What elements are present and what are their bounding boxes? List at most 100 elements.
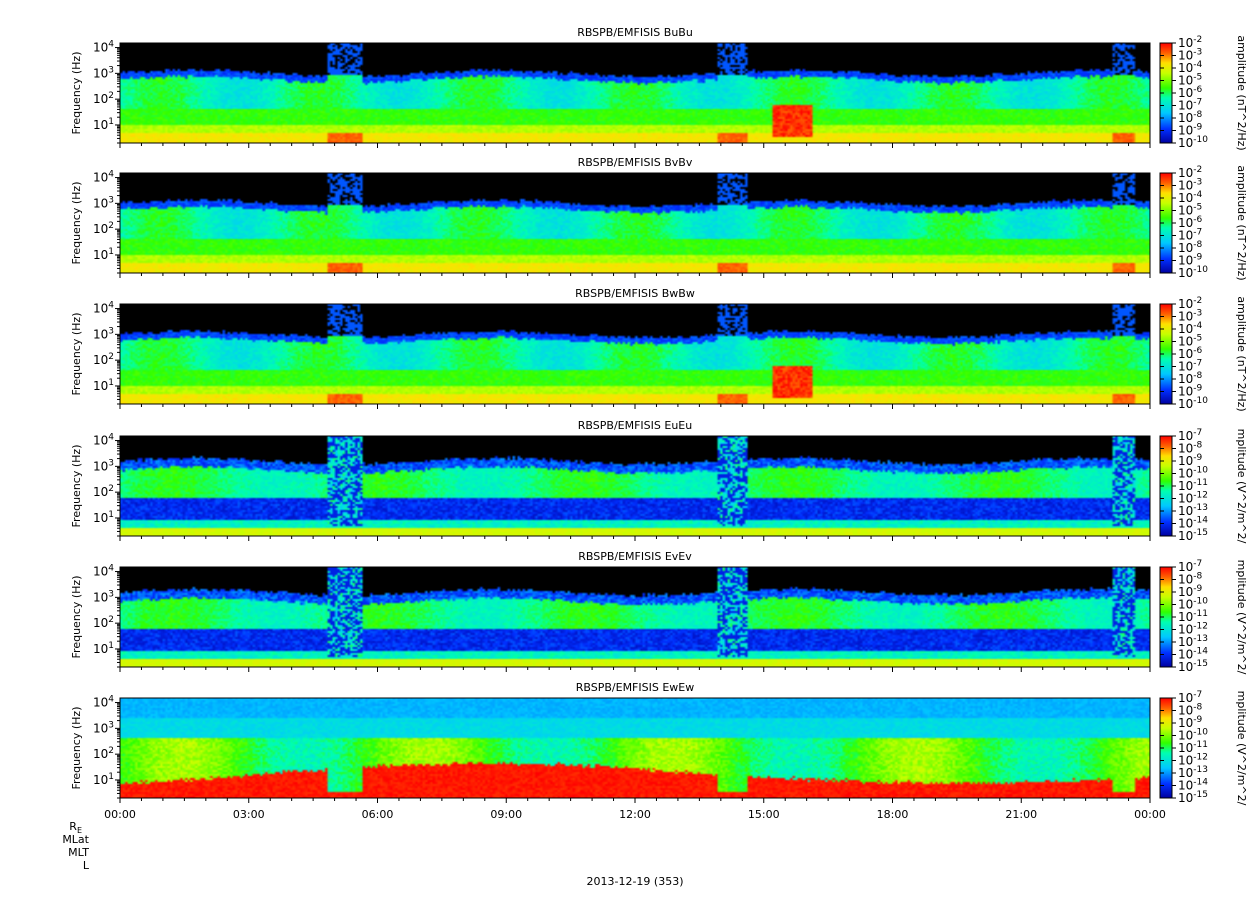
y-tick-label: 103 <box>93 65 114 80</box>
colorbar-tick-label: 10-10 <box>1178 265 1208 280</box>
colorbar-tick-label: 10-12 <box>1178 491 1208 506</box>
panel-title: RBSPB/EMFISIS EvEv <box>578 550 692 563</box>
colorbar-tick-label: 10-4 <box>1178 321 1203 336</box>
spectrogram-panel-1: RBSPB/EMFISIS BuBu 101 102 103 104 Frequency … <box>70 26 1248 151</box>
x-tick-label: 06:00 <box>362 808 394 821</box>
colorbar-tick-label: 10-10 <box>1178 135 1208 150</box>
y-tick-label: 103 <box>93 195 114 210</box>
spectrogram-panel-3: RBSPB/EMFISIS BwBw 101 102 103 104 Frequency … <box>70 287 1248 412</box>
colorbar-tick-label: 10-6 <box>1178 85 1203 100</box>
colorbar-tick-label: 10-10 <box>1178 466 1208 481</box>
panel-title: RBSPB/EMFISIS BvBv <box>578 156 693 169</box>
footer-label: L <box>83 859 90 872</box>
y-tick-label: 103 <box>93 589 114 604</box>
colorbar-tick-label: 10-9 <box>1178 123 1203 138</box>
x-tick-label: 00:00 <box>104 808 136 821</box>
colorbar-label: amplitude (nT^2/Hz) <box>1235 35 1248 150</box>
colorbar-tick-label: 10-10 <box>1178 597 1208 612</box>
colorbar-tick-label: 10-13 <box>1178 765 1208 780</box>
colorbar-tick-label: 10-4 <box>1178 60 1203 75</box>
colorbar-tick-label: 10-7 <box>1178 359 1202 374</box>
x-tick-label: 12:00 <box>619 808 651 821</box>
panels-group: RBSPB/EMFISIS BuBu 101 102 103 104 Frequency … <box>70 26 1248 806</box>
y-tick-label: 102 <box>93 615 114 630</box>
colorbar-tick-label: 10-8 <box>1178 572 1203 587</box>
y-tick-label: 101 <box>93 247 114 262</box>
panel-title: RBSPB/EMFISIS BuBu <box>577 26 693 39</box>
colorbar-tick-label: 10-7 <box>1178 690 1202 705</box>
colorbar-tick-label: 10-11 <box>1178 740 1208 755</box>
colorbar-tick-label: 10-11 <box>1178 478 1208 493</box>
colorbar-tick-label: 10-2 <box>1178 35 1202 50</box>
colorbar-tick-label: 10-5 <box>1178 334 1202 349</box>
x-tick-label: 00:00 <box>1134 808 1166 821</box>
spectrogram-panel-5: RBSPB/EMFISIS EvEv 101 102 103 104 Frequency … <box>70 550 1248 675</box>
colorbar-tick-label: 10-3 <box>1178 48 1202 63</box>
colorbar-tick-label: 10-8 <box>1178 441 1203 456</box>
x-axis: 00:00 03:00 06:00 09:00 12:00 15:00 18:00 21:00… <box>104 808 1166 821</box>
colorbar-tick-label: 10-4 <box>1178 190 1203 205</box>
y-tick-label: 104 <box>93 695 114 710</box>
y-tick-label: 102 <box>93 746 114 761</box>
y-tick-label: 101 <box>93 772 114 787</box>
y-tick-label: 101 <box>93 641 114 656</box>
x-tick-label: 09:00 <box>490 808 522 821</box>
y-tick-label: 103 <box>93 720 114 735</box>
y-tick-label: 102 <box>93 352 114 367</box>
colorbar-tick-label: 10-8 <box>1178 240 1203 255</box>
spectrogram-heatmap <box>120 43 1150 143</box>
colorbar-tick-label: 10-7 <box>1178 228 1202 243</box>
colorbar-tick-label: 10-12 <box>1178 753 1208 768</box>
y-tick-label: 101 <box>93 378 114 393</box>
footer-label: MLT <box>68 846 89 859</box>
colorbar-tick-label: 10-3 <box>1178 178 1202 193</box>
colorbar-tick-label: 10-9 <box>1178 384 1203 399</box>
y-tick-label: 101 <box>93 117 114 132</box>
x-tick-label: 21:00 <box>1005 808 1037 821</box>
y-tick-label: 103 <box>93 458 114 473</box>
colorbar-tick-label: 10-12 <box>1178 622 1208 637</box>
colorbar-tick-label: 10-7 <box>1178 428 1202 443</box>
colorbar-tick-label: 10-5 <box>1178 73 1202 88</box>
spectrogram-heatmap <box>120 304 1150 404</box>
colorbar-tick-label: 10-15 <box>1178 659 1208 674</box>
panel-title: RBSPB/EMFISIS EuEu <box>578 419 692 432</box>
y-axis-label: Frequency (Hz) <box>70 445 83 528</box>
colorbar-tick-label: 10-6 <box>1178 215 1203 230</box>
y-axis-label: Frequency (Hz) <box>70 576 83 659</box>
y-axis-label: Frequency (Hz) <box>70 52 83 135</box>
y-tick-label: 104 <box>93 564 114 579</box>
x-tick-label: 03:00 <box>233 808 265 821</box>
x-tick-label: 18:00 <box>877 808 909 821</box>
colorbar-tick-label: 10-10 <box>1178 728 1208 743</box>
colorbar-tick-label: 10-8 <box>1178 110 1203 125</box>
y-tick-label: 104 <box>93 301 114 316</box>
y-axis-label: Frequency (Hz) <box>70 182 83 265</box>
date-label: 2013-12-19 (353) <box>586 875 683 888</box>
colorbar-tick-label: 10-15 <box>1178 790 1208 805</box>
spectrogram-panel-2: RBSPB/EMFISIS BvBv 101 102 103 104 Frequency … <box>70 156 1248 281</box>
colorbar-tick-label: 10-3 <box>1178 309 1202 324</box>
y-axis-label: Frequency (Hz) <box>70 313 83 396</box>
y-axis-label: Frequency (Hz) <box>70 707 83 790</box>
colorbar-tick-label: 10-9 <box>1178 453 1203 468</box>
y-tick-label: 103 <box>93 326 114 341</box>
y-tick-label: 102 <box>93 221 114 236</box>
colorbar-tick-label: 10-13 <box>1178 634 1208 649</box>
colorbar-tick-label: 10-8 <box>1178 703 1203 718</box>
colorbar-tick-label: 10-14 <box>1178 647 1208 662</box>
y-tick-label: 102 <box>93 91 114 106</box>
colorbar-label: mplitude (V^2/m^2/ <box>1235 691 1248 806</box>
footer-label: MLat <box>62 833 89 846</box>
colorbar-label: mplitude (V^2/m^2/ <box>1235 560 1248 675</box>
colorbar-tick-label: 10-13 <box>1178 503 1208 518</box>
y-tick-label: 102 <box>93 484 114 499</box>
colorbar-tick-label: 10-9 <box>1178 253 1203 268</box>
y-tick-label: 104 <box>93 40 114 55</box>
y-tick-label: 101 <box>93 510 114 525</box>
colorbar-label: amplitude (nT^2/Hz) <box>1235 165 1248 280</box>
footer-label: RE <box>69 820 82 835</box>
spectrogram-heatmap <box>120 436 1150 536</box>
colorbar-tick-label: 10-9 <box>1178 584 1203 599</box>
